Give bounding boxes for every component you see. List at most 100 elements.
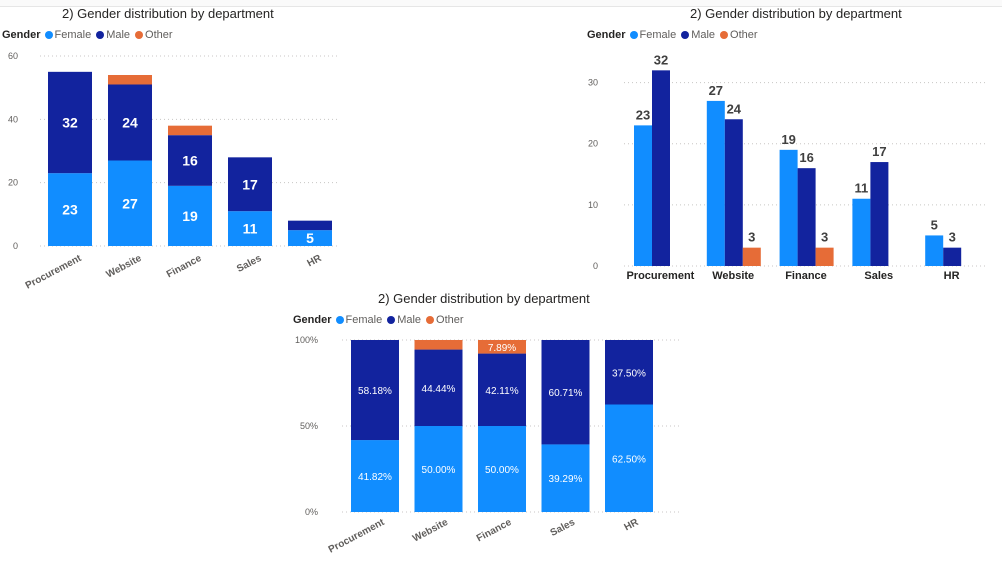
bar-male-hr[interactable] (288, 220, 332, 231)
legend-label: Female (345, 314, 383, 326)
bar-other-finance[interactable] (478, 340, 526, 354)
bar-female-sales[interactable] (852, 198, 871, 266)
bar-male-website[interactable] (108, 84, 152, 161)
x-tick-label: Sales (235, 253, 264, 275)
legend-item-other[interactable]: Other (426, 314, 464, 326)
bar-male-hr[interactable] (605, 340, 653, 405)
y-tick-label: 40 (8, 114, 18, 124)
bar-female-website[interactable] (414, 426, 463, 512)
bar-female-finance[interactable] (779, 149, 798, 266)
bar-other-website[interactable] (108, 75, 152, 85)
visual-clustered-column[interactable]: 2) Gender distribution by department Gen… (560, 0, 1002, 300)
x-tick-label: Website (105, 253, 144, 281)
y-tick-label: 20 (588, 139, 598, 149)
data-label: 16 (182, 153, 198, 169)
bar-female-website[interactable] (706, 100, 725, 267)
legend-title: Gender (293, 314, 332, 326)
data-label: 3 (949, 230, 956, 245)
bar-male-procurement[interactable] (652, 70, 670, 266)
bar-female-finance[interactable] (478, 426, 526, 512)
bar-male-finance[interactable] (797, 168, 816, 266)
bar-male-sales[interactable] (228, 157, 272, 212)
visual-percent-stacked-column[interactable]: 2) Gender distribution by department Gen… (280, 288, 680, 574)
bar-male-hr[interactable] (943, 247, 962, 266)
bar-other-website[interactable] (742, 247, 761, 266)
data-label: 5 (931, 217, 938, 232)
data-label: 44.44% (422, 384, 456, 395)
chart-plot-stacked: 0 20 40 60 23 32 Procurement 27 24 Website 19 16 Fin… (8, 51, 340, 292)
chart-legend[interactable]: Gender Female Male Other (2, 29, 178, 41)
bar-female-hr[interactable] (605, 404, 653, 513)
legend-dot-male (387, 316, 396, 324)
y-tick-label: 60 (8, 51, 18, 61)
legend-label: Other (145, 29, 173, 41)
legend-item-female[interactable]: Female (335, 314, 383, 326)
legend-item-male[interactable]: Male (96, 29, 130, 41)
data-label: 16 (799, 150, 813, 165)
data-label: 3 (821, 230, 828, 245)
x-tick-label: Website (712, 270, 754, 282)
bar-male-sales[interactable] (541, 340, 590, 445)
y-tick-label: 30 (588, 78, 598, 88)
bar-male-website[interactable] (724, 119, 743, 266)
data-label: 17 (872, 144, 886, 159)
data-label: 32 (654, 52, 668, 67)
x-tick-label: Finance (475, 517, 514, 545)
bar-female-procurement[interactable] (48, 173, 92, 246)
bar-male-sales[interactable] (870, 162, 889, 266)
data-label: 24 (727, 101, 742, 116)
bar-female-procurement[interactable] (634, 125, 652, 266)
data-label: 39.29% (549, 474, 583, 485)
bar-other-finance[interactable] (168, 125, 212, 136)
bar-other-website[interactable] (414, 340, 463, 350)
y-tick-label: 50% (300, 421, 318, 431)
x-tick-label: Procurement (24, 253, 84, 292)
bar-female-website[interactable] (108, 160, 152, 247)
data-label: 62.50% (612, 454, 646, 465)
bar-female-finance[interactable] (168, 185, 212, 246)
data-label: 17 (242, 176, 258, 192)
data-label: 23 (62, 202, 78, 218)
data-label: 32 (62, 115, 78, 131)
bar-other-finance[interactable] (815, 247, 834, 266)
bar-female-procurement[interactable] (351, 440, 399, 512)
y-tick-label: 10 (588, 200, 598, 210)
bar-male-finance[interactable] (478, 353, 526, 426)
legend-dot-other (720, 31, 729, 39)
data-label: 58.18% (358, 386, 392, 397)
y-tick-label: 0 (13, 241, 18, 251)
legend-item-male[interactable]: Male (681, 29, 715, 41)
bar-female-sales[interactable] (541, 444, 590, 512)
legend-item-female[interactable]: Female (44, 29, 92, 41)
chart-legend[interactable]: Gender Female Male Other (587, 29, 763, 41)
legend-label: Male (397, 314, 422, 326)
legend-item-male[interactable]: Male (387, 314, 421, 326)
legend-title: Gender (2, 29, 41, 41)
x-tick-label: Procurement (327, 517, 387, 556)
legend-dot-female (44, 31, 53, 39)
legend-dot-male (96, 31, 105, 39)
bar-female-hr[interactable] (288, 230, 332, 246)
bar-male-procurement[interactable] (351, 340, 399, 441)
bar-female-hr[interactable] (925, 235, 944, 266)
visual-stacked-column[interactable]: 2) Gender distribution by department Gen… (0, 0, 360, 300)
x-tick-label: Finance (165, 253, 204, 281)
bar-male-website[interactable] (414, 349, 463, 426)
legend-item-other[interactable]: Other (720, 29, 758, 41)
bar-male-procurement[interactable] (48, 71, 92, 174)
x-tick-label: Website (411, 517, 450, 545)
bar-female-sales[interactable] (228, 211, 272, 246)
bar-male-finance[interactable] (168, 135, 212, 186)
legend-item-other[interactable]: Other (135, 29, 173, 41)
chart-legend[interactable]: Gender Female Male Other (293, 314, 469, 326)
chart-plot-percent: 0% 50% 100% 41.82% 58.18% Procurement 50.00% 44… (295, 335, 680, 556)
data-label: 27 (709, 83, 723, 98)
data-label: 11 (855, 181, 869, 196)
legend-dot-other (426, 316, 435, 324)
legend-label: Female (54, 29, 92, 41)
y-tick-label: 100% (295, 335, 318, 345)
data-label: 27 (122, 195, 138, 211)
data-label: 19 (182, 208, 198, 224)
legend-item-female[interactable]: Female (629, 29, 676, 41)
data-label: 37.50% (612, 368, 646, 379)
